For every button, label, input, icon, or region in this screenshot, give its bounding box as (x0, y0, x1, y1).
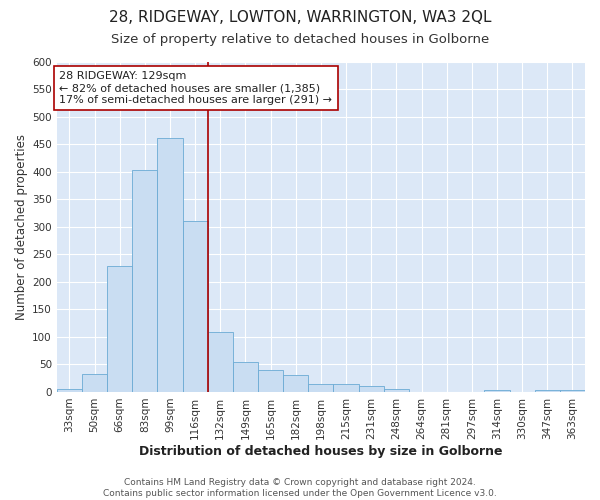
Text: Contains HM Land Registry data © Crown copyright and database right 2024.
Contai: Contains HM Land Registry data © Crown c… (103, 478, 497, 498)
Bar (258, 370, 283, 392)
X-axis label: Distribution of detached houses by size in Golborne: Distribution of detached houses by size … (139, 444, 503, 458)
Text: 28 RIDGEWAY: 129sqm
← 82% of detached houses are smaller (1,385)
17% of semi-det: 28 RIDGEWAY: 129sqm ← 82% of detached ho… (59, 72, 332, 104)
Text: 28, RIDGEWAY, LOWTON, WARRINGTON, WA3 2QL: 28, RIDGEWAY, LOWTON, WARRINGTON, WA3 2Q… (109, 10, 491, 25)
Bar (308, 384, 334, 392)
Bar (208, 332, 233, 392)
Bar (560, 390, 585, 392)
Bar (107, 266, 132, 392)
Bar (384, 389, 409, 392)
Text: Size of property relative to detached houses in Golborne: Size of property relative to detached ho… (111, 32, 489, 46)
Bar (535, 390, 560, 392)
Bar (283, 376, 308, 392)
Bar (233, 362, 258, 392)
Y-axis label: Number of detached properties: Number of detached properties (15, 134, 28, 320)
Bar (82, 374, 107, 392)
Bar (157, 138, 182, 392)
Bar (359, 386, 384, 392)
Bar (132, 170, 157, 392)
Bar (182, 221, 208, 392)
Bar (334, 384, 359, 392)
Bar (57, 389, 82, 392)
Bar (484, 390, 509, 392)
